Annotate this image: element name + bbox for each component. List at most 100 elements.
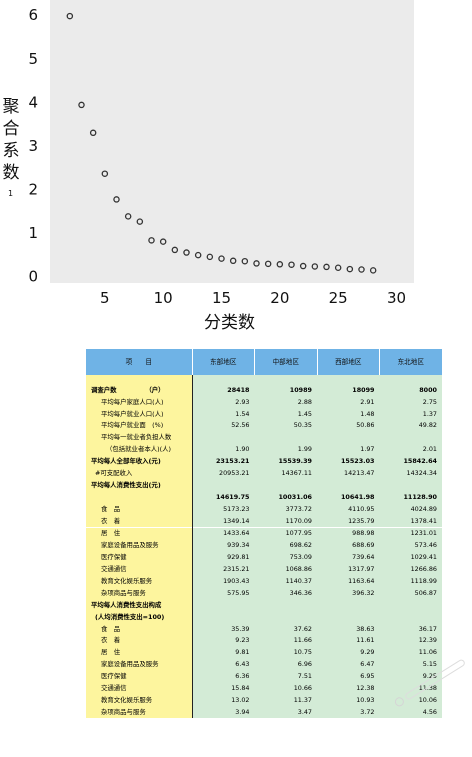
cell-value: 13.02 — [192, 694, 255, 707]
row-label: 医疗保健 — [86, 670, 193, 683]
data-point — [78, 101, 85, 109]
cell-value: 1903.43 — [192, 575, 255, 588]
cell-value: 14324.34 — [379, 467, 442, 480]
y-tick-label: 0 — [28, 267, 38, 285]
cell-value: 1077.95 — [254, 526, 317, 540]
cell-value: 2.93 — [192, 395, 255, 408]
data-point — [276, 261, 284, 268]
data-point — [194, 251, 202, 259]
cell-value: 20953.21 — [192, 467, 255, 480]
y-axis-title-char: 合 — [3, 119, 20, 139]
y-tick-label: 6 — [28, 6, 38, 24]
table-row: 教育文化娱乐服务 13.02 11.37 10.93 10.06 — [86, 694, 442, 707]
cell-value: 6.96 — [254, 658, 317, 671]
row-label: 平均每人消费性支出(元) — [86, 479, 193, 492]
cell-value — [254, 431, 317, 444]
cell-value: 739.64 — [317, 551, 380, 564]
y-axis-subscript: 1 — [8, 189, 13, 198]
table-row: 衣 着 9.23 11.66 11.61 12.39 — [86, 634, 442, 647]
cell-value: 15842.64 — [379, 455, 442, 468]
cell-value: 1140.37 — [254, 575, 317, 588]
row-label: (人均消费性支出=100) — [86, 610, 193, 623]
cell-value: 10.93 — [317, 694, 380, 707]
cell-value: 1317.97 — [317, 563, 380, 576]
header-central: 中部地区 — [254, 349, 318, 375]
cell-value: 1.54 — [192, 407, 255, 420]
cell-value: 1.37 — [379, 407, 442, 420]
cell-value: 14367.11 — [254, 467, 317, 480]
cell-value: 1349.14 — [192, 514, 255, 528]
data-point — [136, 218, 144, 225]
y-axis-title-char: 数 — [3, 163, 20, 183]
y-tick-label: 1 — [28, 224, 38, 242]
row-label — [86, 375, 193, 384]
data-point — [346, 265, 354, 273]
table-row: #可支配收入 20953.21 14367.11 14213.47 14324.34 — [86, 467, 442, 480]
cell-value: 2.91 — [317, 395, 380, 408]
table-row: 家庭设备用品及服务 939.34 698.62 688.69 573.46 — [86, 539, 442, 552]
y-tick-label: 3 — [28, 137, 38, 155]
row-label: 杂项商品与服务 — [86, 706, 193, 718]
cell-value: 346.36 — [254, 587, 317, 600]
table-row: 平均每人消费性支出构成 — [86, 599, 442, 611]
cell-value: 396.32 — [317, 587, 380, 600]
header-item: 项 目 — [86, 349, 193, 375]
cell-value: 929.81 — [192, 551, 255, 564]
table-row: 食 品 5173.23 3773.72 4110.95 4024.89 — [86, 502, 442, 515]
row-label: 平均每户就业人口(人) — [86, 407, 193, 420]
cell-value: 5173.23 — [192, 502, 255, 515]
data-point — [113, 196, 120, 203]
table-row: 居 住 1433.64 1077.95 988.98 1231.01 — [86, 526, 442, 540]
table-row: 平均每户就业面 (%) 52.56 50.35 50.86 49.82 — [86, 419, 442, 432]
cell-value: 10.75 — [254, 646, 317, 659]
cell-value: 9.25 — [379, 670, 442, 683]
cell-value — [379, 610, 442, 623]
table-row: 教育文化娱乐服务 1903.43 1140.37 1163.64 1118.99 — [86, 575, 442, 588]
x-tick-label: 30 — [387, 289, 406, 307]
x-tick-label: 20 — [270, 289, 289, 307]
cell-value — [254, 610, 317, 623]
cell-value: 11.37 — [254, 694, 317, 707]
header-west: 西部地区 — [317, 349, 380, 375]
data-point — [358, 266, 365, 273]
cell-value — [379, 375, 442, 384]
cell-value: 1266.86 — [379, 563, 442, 576]
cell-value: 3773.72 — [254, 502, 317, 515]
cell-value: 2.01 — [379, 443, 442, 456]
table-row: 平均每户就业人口(人) 1.54 1.45 1.48 1.37 — [86, 407, 442, 420]
cell-value: 50.86 — [317, 419, 380, 432]
cell-value: 35.39 — [192, 622, 255, 635]
cell-value — [317, 479, 380, 492]
cell-value: 1378.41 — [379, 514, 442, 528]
table-row: 调查户数 （户） 28418 10989 18099 8000 — [86, 384, 442, 396]
cell-value: 1.48 — [317, 407, 380, 420]
y-tick-label: 5 — [28, 50, 38, 68]
row-label: 平均每户就业面 (%) — [86, 419, 193, 432]
cell-value: 14213.47 — [317, 467, 380, 480]
cell-value: 7.51 — [254, 670, 317, 683]
cell-value: 573.46 — [379, 539, 442, 552]
cell-value: 1170.09 — [254, 514, 317, 528]
row-label: 居 住 — [86, 646, 193, 659]
cell-value: 9.29 — [317, 646, 380, 659]
row-label: 衣 着 — [86, 634, 193, 647]
cell-value: 14619.75 — [192, 491, 255, 503]
data-point — [124, 213, 132, 220]
table-row: 医疗保健 6.36 7.51 6.95 9.25 — [86, 670, 442, 683]
data-point — [253, 260, 260, 267]
cell-value: 9.81 — [192, 646, 255, 659]
row-label: #可支配收入 — [86, 467, 193, 480]
row-label: 杂项商品与服务 — [86, 587, 193, 600]
cell-value: 10.66 — [254, 682, 317, 695]
cell-value: 6.36 — [192, 670, 255, 683]
cell-value: 698.62 — [254, 539, 317, 552]
cell-value: 4.56 — [379, 706, 442, 718]
row-label: （包括就业者本人)(人) — [86, 443, 193, 456]
cell-value: 6.47 — [317, 658, 380, 671]
cell-value: 1029.41 — [379, 551, 442, 564]
row-label: 食 品 — [86, 622, 193, 635]
cell-value: 1433.64 — [192, 526, 255, 540]
table-row: 家庭设备用品及服务 6.43 6.96 6.47 5.15 — [86, 658, 442, 671]
watermark-mark — [394, 659, 465, 707]
cell-value: 939.34 — [192, 539, 255, 552]
